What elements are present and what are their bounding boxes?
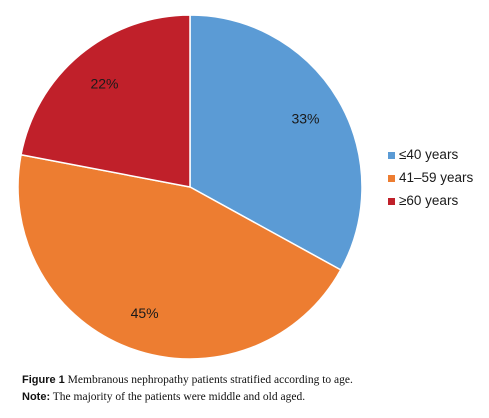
figure-caption: Figure 1 Membranous nephropathy patients…: [22, 372, 482, 406]
legend-swatch-3: [388, 198, 395, 205]
caption-line: Figure 1 Membranous nephropathy patients…: [22, 372, 482, 389]
pie-slice-label-3: 22%: [90, 76, 118, 92]
figure-label: Figure 1: [22, 374, 65, 386]
pie-chart: 33% 45% 22% ≤40 years 41–59 years ≥60 years: [17, 14, 474, 360]
note-label: Note:: [22, 391, 51, 403]
note-text: The majority of the patients were middle…: [52, 391, 306, 403]
pie-slice-1: [189, 14, 363, 271]
note-line: Note: The majority of the patients were …: [22, 389, 482, 406]
figure-text: Membranous nephropathy patients stratifi…: [67, 374, 353, 386]
legend: ≤40 years 41–59 years ≥60 years: [388, 147, 474, 208]
legend-label-2: 41–59 years: [399, 170, 474, 185]
pie-slice-label-1: 33%: [291, 111, 319, 127]
legend-label-1: ≤40 years: [399, 147, 458, 162]
legend-swatch-2: [388, 175, 395, 182]
legend-swatch-1: [388, 152, 395, 159]
pie-slice-3: [20, 14, 191, 188]
pie-slice-label-2: 45%: [131, 305, 159, 321]
pie-slice-labels: 33% 45% 22%: [90, 76, 319, 322]
pie-slice-2: [17, 153, 342, 360]
legend-label-3: ≥60 years: [399, 193, 458, 208]
pie-slices: [17, 14, 363, 360]
